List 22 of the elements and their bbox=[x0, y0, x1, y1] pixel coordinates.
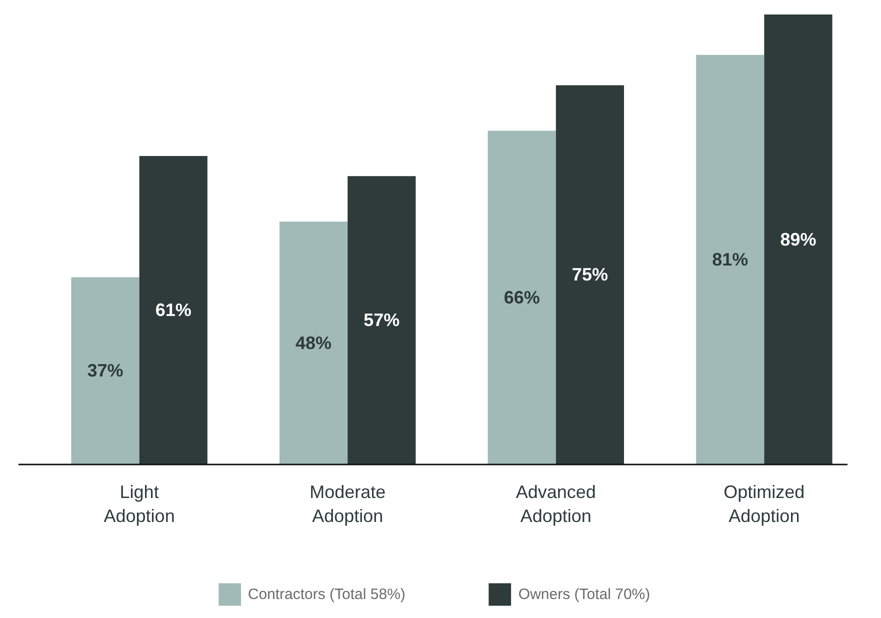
legend-label: Contractors (Total 58%) bbox=[248, 586, 406, 602]
data-label: 48% bbox=[296, 332, 332, 353]
bar bbox=[279, 222, 348, 464]
bar bbox=[71, 277, 140, 464]
legend-label: Owners (Total 70%) bbox=[518, 586, 650, 602]
x-tick-label: Light Adoption bbox=[104, 482, 175, 526]
data-label: 66% bbox=[504, 287, 540, 308]
data-label: 89% bbox=[780, 229, 816, 250]
data-label: 81% bbox=[712, 250, 748, 270]
x-tick-label: Optimized Adoption bbox=[724, 482, 805, 526]
data-label: 57% bbox=[364, 310, 400, 330]
bar bbox=[764, 14, 832, 464]
bar bbox=[696, 54, 764, 464]
bar bbox=[556, 85, 624, 464]
bar bbox=[348, 176, 416, 464]
bar bbox=[139, 156, 208, 464]
bar bbox=[488, 130, 556, 464]
data-label: 75% bbox=[572, 264, 608, 285]
x-tick-label: Moderate Adoption bbox=[310, 482, 386, 526]
data-label: 61% bbox=[155, 300, 192, 320]
data-label: 37% bbox=[87, 360, 124, 381]
x-tick-label: Advanced Adoption bbox=[516, 482, 596, 526]
